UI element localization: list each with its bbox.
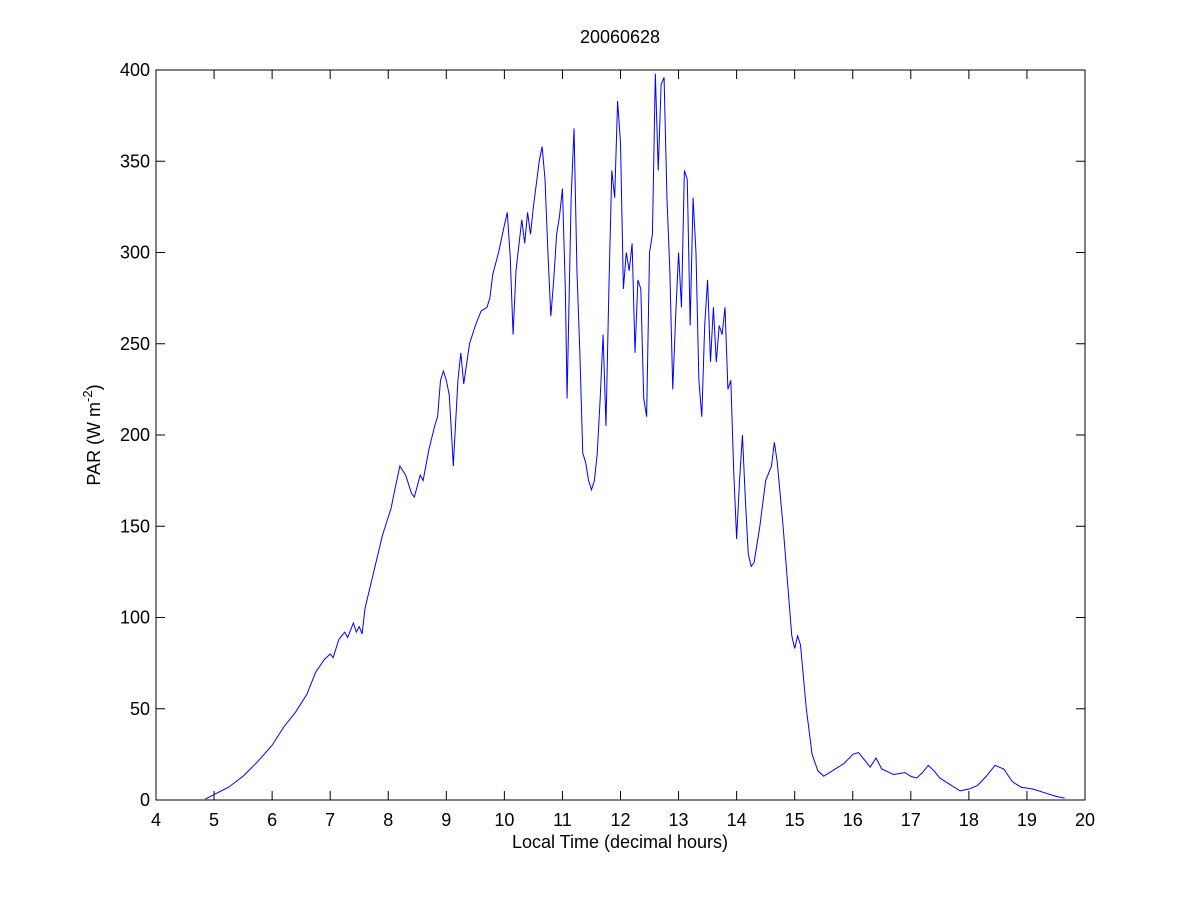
x-tick-label: 19 bbox=[1017, 810, 1037, 830]
x-tick-label: 8 bbox=[383, 810, 393, 830]
x-tick-label: 20 bbox=[1075, 810, 1095, 830]
x-tick-label: 7 bbox=[325, 810, 335, 830]
x-tick-label: 12 bbox=[610, 810, 630, 830]
y-axis-label-exponent: -2 bbox=[80, 390, 95, 402]
y-tick-label: 350 bbox=[120, 151, 150, 171]
y-tick-label: 100 bbox=[120, 608, 150, 628]
x-tick-label: 4 bbox=[151, 810, 161, 830]
x-tick-label: 17 bbox=[901, 810, 921, 830]
x-tick-label: 11 bbox=[553, 810, 572, 830]
x-tick-label: 10 bbox=[494, 810, 514, 830]
x-tick-label: 14 bbox=[727, 810, 747, 830]
y-tick-label: 400 bbox=[120, 60, 150, 80]
y-axis-label-main: PAR (W m bbox=[84, 402, 104, 486]
x-tick-label: 6 bbox=[267, 810, 277, 830]
x-tick-label: 13 bbox=[669, 810, 689, 830]
y-axis-label: PAR (W m-2) bbox=[80, 384, 104, 485]
x-tick-label: 16 bbox=[843, 810, 863, 830]
x-tick-label: 18 bbox=[959, 810, 979, 830]
x-tick-label: 15 bbox=[785, 810, 805, 830]
x-tick-label: 5 bbox=[209, 810, 219, 830]
y-tick-label: 300 bbox=[120, 243, 150, 263]
y-tick-label: 50 bbox=[130, 699, 150, 719]
y-tick-label: 0 bbox=[140, 790, 150, 810]
x-axis-label: Local Time (decimal hours) bbox=[512, 832, 728, 852]
chart-title: 20060628 bbox=[580, 27, 660, 47]
plot-frame bbox=[155, 69, 1086, 801]
y-tick-label: 250 bbox=[120, 334, 150, 354]
x-tick-label: 9 bbox=[441, 810, 451, 830]
y-tick-label: 150 bbox=[120, 516, 150, 536]
data-line bbox=[205, 73, 1065, 800]
y-axis-label-end: ) bbox=[84, 384, 104, 390]
y-tick-label: 200 bbox=[120, 425, 150, 445]
